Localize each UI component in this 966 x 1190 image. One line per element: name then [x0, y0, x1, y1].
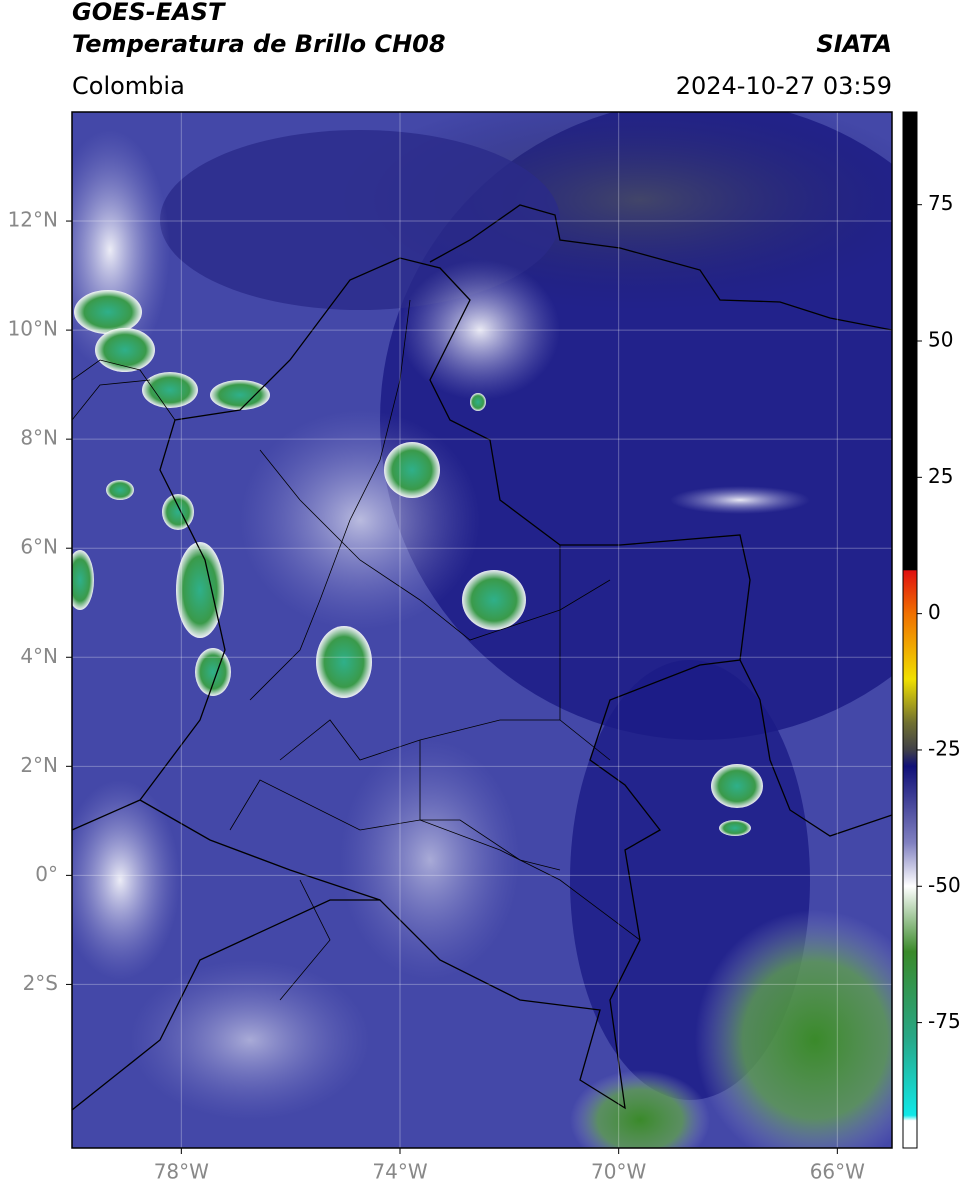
colorbar-tick-label: -50 [928, 873, 961, 897]
colorbar-tick-label: -25 [928, 736, 961, 760]
map-frame [71, 111, 893, 1149]
y-tick-label: 12°N [8, 208, 58, 232]
y-tick-label: 0° [35, 862, 58, 886]
y-tick-label: 10°N [8, 317, 58, 341]
title: GOES-EAST [72, 0, 226, 26]
y-tick-label: 4°N [20, 644, 58, 668]
x-tick-label: 70°W [591, 1160, 646, 1184]
y-tick-label: 2°S [23, 971, 58, 995]
colorbar [902, 111, 918, 1149]
region: Colombia [72, 72, 185, 100]
y-tick-label: 8°N [20, 426, 58, 450]
colorbar-tick-label: 0 [928, 600, 941, 624]
colorbar-tick-label: 50 [928, 328, 953, 352]
satellite-image [72, 112, 892, 1148]
borders [72, 204, 892, 1111]
timestamp: 2024-10-27 03:59 [676, 72, 892, 100]
colorbar-tick-label: 75 [928, 191, 953, 215]
x-tick-label: 78°W [154, 1160, 209, 1184]
colorbar-tick-label: -75 [928, 1009, 961, 1033]
y-tick-label: 2°N [20, 753, 58, 777]
colorbar-tick-label: 25 [928, 464, 953, 488]
source: SIATA [816, 30, 892, 58]
x-tick-label: 74°W [372, 1160, 427, 1184]
axes: 78°W 74°W 70°W 66°W 12°N 10°N 8°N 6°N 4°N 2°N 0° 2°… [8, 112, 892, 1184]
y-tick-label: 6°N [20, 535, 58, 559]
x-tick-label: 66°W [810, 1160, 865, 1184]
subtitle: Temperatura de Brillo CH08 [72, 30, 446, 58]
